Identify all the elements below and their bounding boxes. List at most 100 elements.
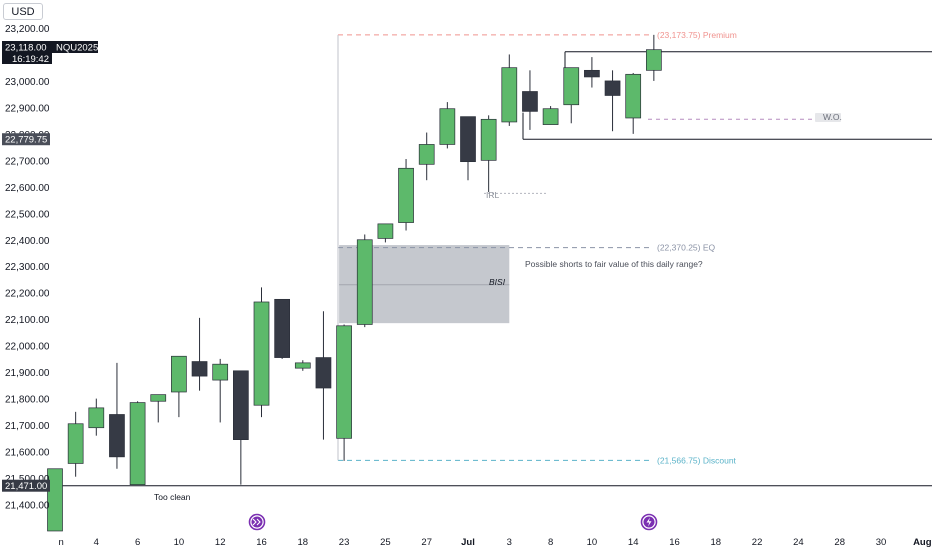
candle: [604, 70, 621, 132]
y-tick-label: 23,000.00: [5, 77, 50, 88]
candle: [563, 67, 580, 124]
candle-body: [522, 91, 538, 112]
candle: [542, 106, 559, 125]
y-tick-label: 22,200.00: [5, 289, 50, 300]
bisi-label: BISI: [489, 277, 506, 287]
candle-body: [645, 49, 662, 71]
candle-body: [336, 325, 352, 439]
eq-label: (22,370.25) EQ: [657, 243, 716, 253]
x-tick-label: 12: [215, 537, 226, 548]
y-tick-label: 21,600.00: [5, 448, 50, 459]
y-tick-label: 22,000.00: [5, 342, 50, 353]
candle-body: [294, 362, 311, 369]
candle-body: [315, 357, 332, 389]
x-tick-label: Aug: [913, 537, 932, 548]
x-tick-label: 27: [421, 537, 432, 548]
candle-body: [274, 298, 290, 358]
candle-body: [604, 80, 621, 96]
candle: [109, 362, 125, 469]
candle: [315, 311, 332, 440]
y-tick-label: 21,800.00: [5, 395, 50, 406]
x-tick-label: 23: [339, 537, 350, 548]
symbol-badge-text: NQU2025: [56, 43, 98, 54]
x-tick-label: Jul: [461, 537, 475, 548]
candle: [336, 324, 352, 461]
x-tick-label: 3: [507, 537, 512, 548]
x-tick-label: 24: [793, 537, 804, 548]
x-tick-label: 16: [256, 537, 267, 548]
candle: [150, 394, 167, 423]
y-tick-label: 22,700.00: [5, 156, 50, 167]
candle-body: [109, 414, 125, 458]
x-tick-label: 6: [135, 537, 140, 548]
irl-label: IRL: [486, 190, 500, 200]
candle-body: [253, 301, 270, 406]
y-tick-label: 21,500.00: [5, 474, 50, 485]
flash-glyph: [646, 517, 652, 527]
y-tick-label: 22,500.00: [5, 209, 50, 220]
candle: [460, 116, 476, 181]
x-tick-label: 18: [711, 537, 722, 548]
x-tick-label: 10: [587, 537, 598, 548]
candle-body: [439, 108, 456, 145]
candle: [171, 355, 187, 418]
discount-label: (21,566.75) Discount: [657, 455, 737, 465]
candle: [439, 102, 456, 149]
level-badge-high: [2, 133, 50, 146]
x-tick-label: 22: [752, 537, 763, 548]
candle: [88, 398, 105, 436]
candle-body: [584, 69, 600, 78]
candle: [480, 115, 497, 193]
x-tick-label: 14: [628, 537, 639, 548]
candle-body: [460, 116, 476, 163]
candle: [418, 132, 435, 181]
candle: [584, 57, 600, 88]
x-tick-label: 28: [834, 537, 845, 548]
candle: [625, 72, 642, 134]
candle-body: [150, 394, 167, 402]
x-tick-label: 30: [876, 537, 887, 548]
y-tick-label: 22,100.00: [5, 315, 50, 326]
candle: [191, 317, 208, 391]
candle-body: [233, 370, 249, 440]
candle: [212, 358, 229, 423]
candle-body: [542, 108, 559, 125]
x-tick-label: 4: [94, 537, 99, 548]
split-icon[interactable]: [248, 513, 266, 531]
x-tick-label: 8: [548, 537, 553, 548]
candle-body: [171, 355, 187, 393]
y-tick-label: 22,600.00: [5, 183, 50, 194]
price-badge-text: 23,118.00: [5, 43, 47, 54]
wo-badge: [815, 113, 841, 122]
y-tick-label: 21,700.00: [5, 421, 50, 432]
currency-button[interactable]: USD: [3, 3, 43, 20]
y-tick-label: 22,300.00: [5, 262, 50, 273]
too-clean-label: Too clean: [154, 492, 191, 502]
candle: [377, 223, 394, 243]
level-badge-high-text: 22,779.75: [5, 135, 47, 146]
candle: [501, 54, 518, 126]
candle: [294, 360, 311, 371]
candle-body: [129, 402, 146, 485]
candle-body: [67, 423, 84, 464]
candle: [233, 370, 249, 485]
candle-body: [88, 407, 105, 429]
candle: [253, 287, 270, 418]
premium-label: (23,173.75) Premium: [657, 30, 737, 40]
y-tick-label: 21,400.00: [5, 501, 50, 512]
candle-body: [47, 468, 63, 532]
candle: [398, 159, 414, 231]
y-tick-label: 22,400.00: [5, 236, 50, 247]
candle-body: [480, 118, 497, 161]
price-badge: [2, 41, 98, 53]
flash-icon[interactable]: [640, 513, 658, 531]
split-icon-dot: [251, 516, 263, 528]
note-text: Possible shorts to fair value of this da…: [525, 259, 703, 269]
candle: [47, 468, 63, 532]
x-tick-label: 10: [174, 537, 185, 548]
y-tick-label: 22,900.00: [5, 103, 50, 114]
level-badge-low: [2, 479, 50, 492]
candle-body: [212, 363, 229, 381]
candle: [274, 298, 290, 359]
